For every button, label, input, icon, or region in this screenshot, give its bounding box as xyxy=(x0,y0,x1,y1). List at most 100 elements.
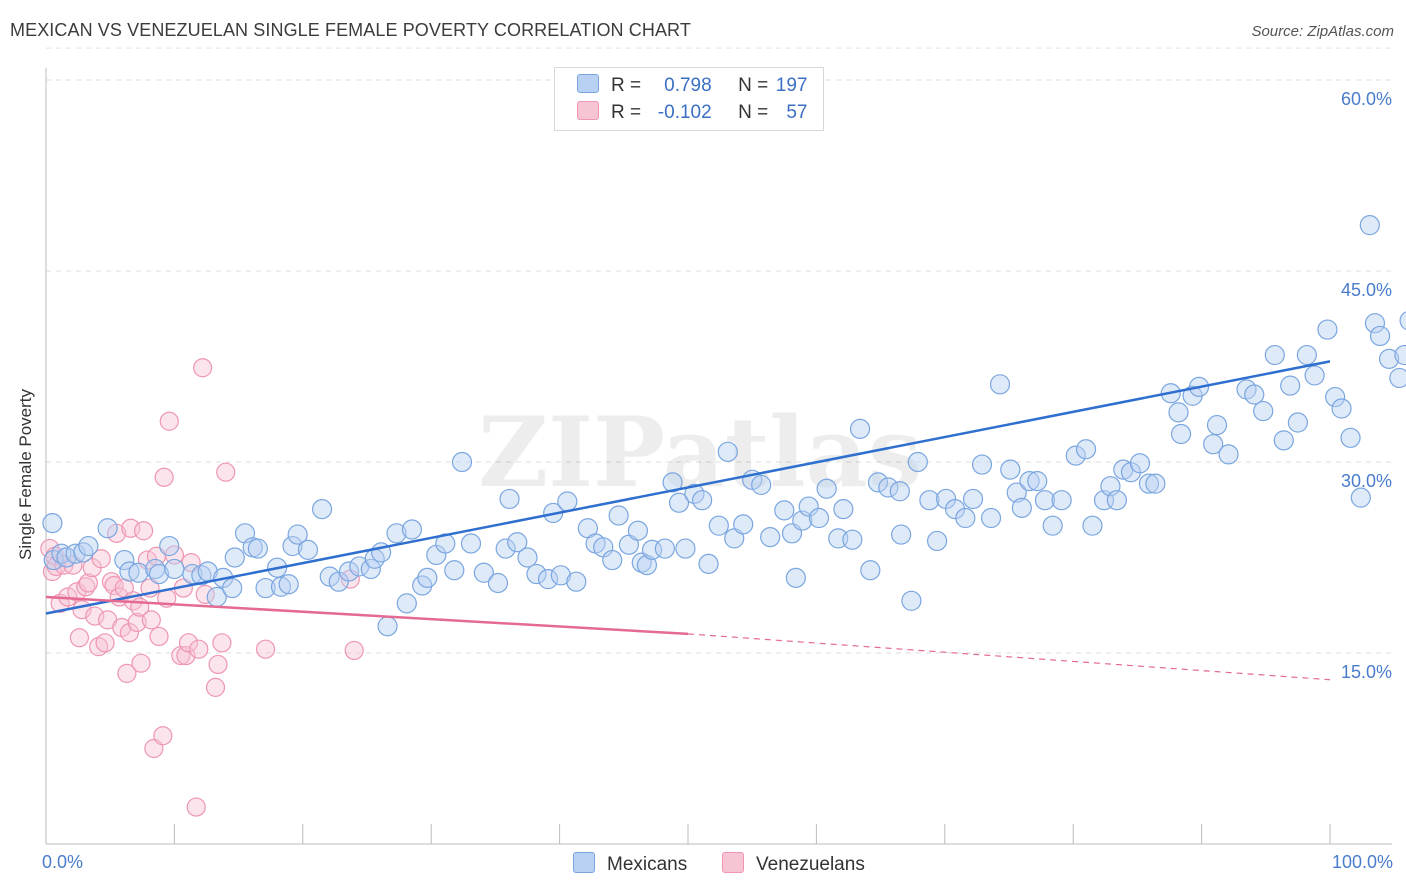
mexicans-point xyxy=(608,505,629,526)
venezuelans-point xyxy=(186,797,206,817)
venezuelans-points xyxy=(40,358,364,817)
mexicans-point xyxy=(1168,402,1189,423)
mexicans-point xyxy=(537,569,559,590)
mexicans-point xyxy=(849,418,871,439)
mexicans-point xyxy=(128,562,149,583)
mexicans-point xyxy=(692,490,713,511)
mexicans-trend-line xyxy=(45,360,1331,615)
mexicans-point xyxy=(668,492,690,513)
mexicans-point xyxy=(708,515,729,536)
mexicans-point xyxy=(1027,471,1048,492)
mexicans-point xyxy=(751,474,772,496)
venezuelans-point xyxy=(178,633,199,653)
mexicans-point xyxy=(955,507,976,529)
mexicans-point xyxy=(1129,453,1151,474)
venezuelans-trend-line xyxy=(45,595,689,636)
mexicans-point xyxy=(1206,414,1228,436)
legend-r-label: R = xyxy=(611,75,642,96)
y-tick-label: 15.0% xyxy=(1341,662,1392,682)
venezuelans-point xyxy=(141,610,161,630)
mexicans-point xyxy=(1325,386,1346,408)
mexicans-point xyxy=(698,553,719,574)
mexicans-point xyxy=(517,547,538,568)
mexicans-point xyxy=(1075,439,1097,460)
mexicans-point xyxy=(566,571,587,592)
mexicans-point xyxy=(971,454,993,475)
mexicans-point xyxy=(907,451,928,473)
mexicans-point xyxy=(901,590,922,611)
venezuelans-point xyxy=(117,663,137,683)
venezuelans-point xyxy=(127,612,147,633)
mexicans-point xyxy=(550,565,571,586)
mexicans-point xyxy=(487,572,509,594)
mexicans-point xyxy=(919,490,940,511)
mexicans-point xyxy=(1369,325,1391,347)
mexicans-point xyxy=(816,478,837,499)
mexicans-point xyxy=(114,549,135,571)
venezuelans-point xyxy=(91,549,111,569)
mexicans-point xyxy=(842,529,863,550)
mexicans-point xyxy=(1359,215,1380,236)
trend-lines xyxy=(45,360,1331,681)
series-legend-venezuelans: Venezuelans xyxy=(722,852,865,876)
mexicans-point xyxy=(377,616,398,637)
mexicans-point xyxy=(473,562,494,583)
mexicans-point xyxy=(733,514,754,535)
mexicans-point xyxy=(42,513,63,534)
mexicans-point xyxy=(1244,384,1265,405)
venezuelans-point xyxy=(69,628,89,648)
mexicans-point xyxy=(78,535,99,557)
mexicans-point xyxy=(282,535,303,557)
legend-n-label: N = xyxy=(738,102,769,123)
correlation-legend: R = 0.798 N = 197 R = -0.102 N = 57 xyxy=(554,67,824,131)
venezuelans-point xyxy=(212,633,232,653)
mexicans-point xyxy=(1287,412,1309,433)
x-tick-label-max: 100.0% xyxy=(1332,852,1393,872)
mexicans-point xyxy=(889,481,910,502)
mexicans-point xyxy=(891,524,912,545)
mexicans-point xyxy=(270,576,292,597)
mexicans-point xyxy=(386,523,407,544)
axes xyxy=(45,68,1392,845)
legend-n-label: N = xyxy=(738,75,769,96)
venezuelans-point xyxy=(85,606,105,626)
mexicans-points xyxy=(42,215,1406,637)
mexicans-point xyxy=(338,561,360,582)
venezuelans-point xyxy=(153,726,173,746)
source-credit: Source: ZipAtlas.com xyxy=(1251,23,1394,40)
mexicans-point xyxy=(499,488,520,510)
mexicans-point xyxy=(396,593,417,614)
venezuelans-point xyxy=(208,654,228,675)
mexicans-point xyxy=(1304,365,1325,386)
mexicans-point xyxy=(311,499,333,520)
mexicans-point xyxy=(760,527,781,548)
mexicans-point xyxy=(1399,311,1406,331)
legend-n-value: 197 xyxy=(775,75,808,96)
mexicans-point xyxy=(774,500,795,521)
venezuelans-point xyxy=(193,358,213,378)
mexicans-point xyxy=(1331,398,1352,419)
mexicans-point xyxy=(926,530,948,552)
mexicans-point xyxy=(1296,344,1317,366)
mexicans-point xyxy=(675,538,696,559)
venezuelans-legend-label: Venezuelans xyxy=(756,854,865,875)
legend-r-label: R = xyxy=(611,102,642,123)
mexicans-point xyxy=(1145,473,1166,494)
mexicans-point xyxy=(989,374,1011,395)
venezuelans-point xyxy=(119,623,140,643)
mexicans-point xyxy=(980,507,1002,529)
venezuelans-point xyxy=(95,633,115,653)
mexicans-point xyxy=(1019,471,1040,492)
mexicans-point xyxy=(627,520,649,541)
mexicans-point xyxy=(1378,348,1400,369)
mexicans-swatch xyxy=(577,74,599,93)
mexicans-point xyxy=(1034,490,1056,511)
mexicans-point xyxy=(1389,367,1406,389)
mexicans-point xyxy=(1218,444,1239,465)
mexicans-point xyxy=(1011,497,1032,518)
venezuelans-point xyxy=(149,626,169,647)
venezuelans-point xyxy=(255,639,276,659)
mexicans-point xyxy=(1082,515,1103,536)
venezuelans-trend-extension xyxy=(687,633,1331,681)
